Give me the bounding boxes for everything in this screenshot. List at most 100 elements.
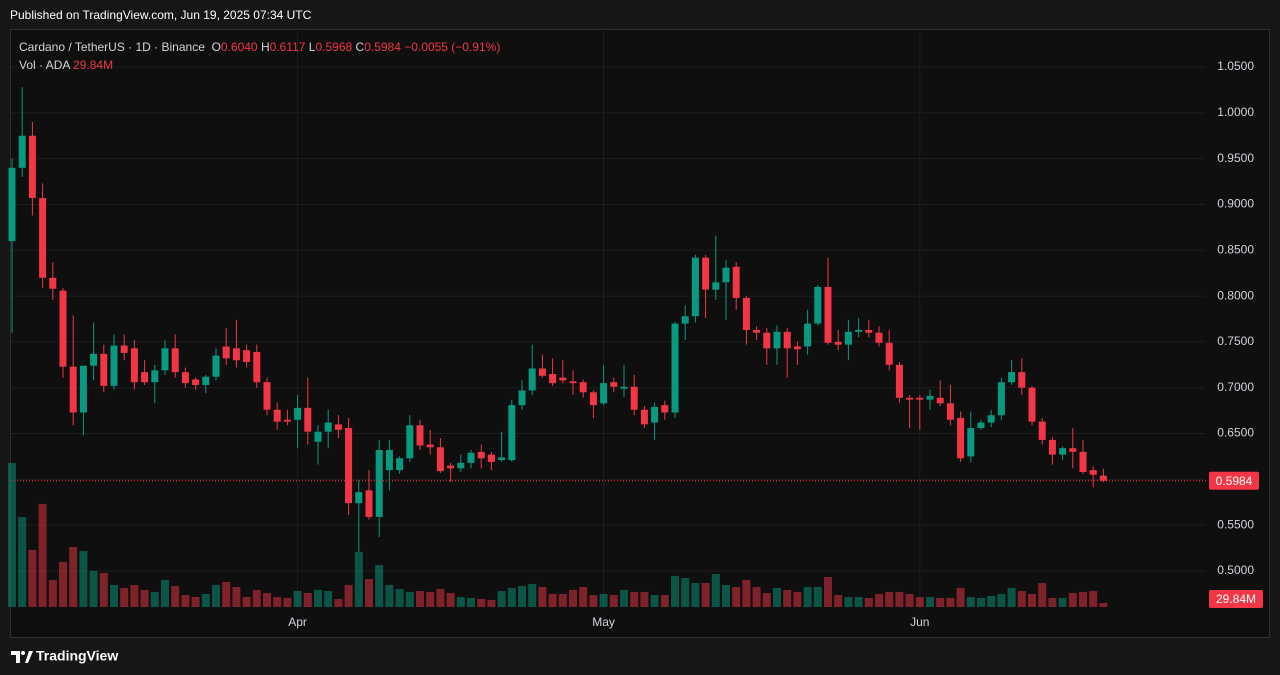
candle-body	[691, 257, 699, 317]
volume-bar	[69, 547, 78, 607]
candles	[8, 87, 1107, 552]
candle-body	[722, 267, 730, 283]
candle-body	[447, 465, 455, 469]
candle-body	[141, 372, 149, 383]
volume-bar	[293, 591, 302, 607]
footer-logo	[11, 651, 33, 663]
y-tick-label: 0.6500	[1217, 426, 1254, 440]
candle-body	[171, 348, 179, 373]
candle-body	[253, 351, 261, 383]
candle-body	[416, 425, 424, 446]
candle-body	[620, 386, 628, 389]
candle-body	[457, 462, 465, 469]
volume-bar	[711, 573, 720, 607]
volume-bar	[59, 561, 67, 607]
volume-bar	[150, 591, 159, 607]
last-price-box	[1209, 471, 1259, 490]
volume-pane	[8, 463, 1108, 607]
volume-bar	[834, 595, 843, 607]
volume-bar	[273, 597, 282, 607]
volume-value: 29.84M	[73, 58, 114, 72]
volume-bar	[1068, 593, 1077, 607]
candle-body	[487, 454, 495, 462]
logo-mark	[11, 651, 20, 663]
y-tick-label: 0.8000	[1217, 288, 1254, 302]
candle-body	[651, 406, 659, 423]
candle-body	[569, 381, 577, 384]
volume-bar	[569, 589, 577, 607]
volume-bar	[344, 585, 353, 607]
volume-bar	[1017, 591, 1026, 607]
volume-bar	[8, 463, 16, 607]
axes: 0.50000.55000.60000.65000.70000.75000.80…	[11, 59, 1263, 629]
candle-body	[8, 167, 16, 242]
y-tick-label: 1.0000	[1217, 105, 1254, 119]
volume-bar	[558, 593, 567, 607]
volume-bar	[548, 593, 557, 607]
volume-bar	[120, 587, 129, 607]
legend-key: O	[211, 40, 221, 54]
volume-bar	[140, 589, 149, 607]
volume-bar	[875, 593, 883, 607]
candle-body	[345, 428, 353, 504]
candle-body	[549, 373, 557, 384]
published-note: Published on TradingView.com, Jun 19, 20…	[10, 8, 312, 22]
volume-bar	[171, 585, 180, 607]
volume-bar	[263, 593, 271, 607]
candle-body	[579, 382, 587, 393]
candle-body	[1048, 439, 1056, 455]
volume-bar	[640, 591, 649, 607]
candle-body	[202, 376, 210, 385]
volume-bar	[1089, 591, 1098, 607]
volume-bar	[79, 551, 88, 607]
volume-bar	[303, 593, 312, 607]
volume-bar	[99, 573, 108, 607]
legend-change: −0.0055	[404, 40, 448, 54]
volume-bar	[446, 593, 455, 607]
volume-bar	[630, 591, 639, 607]
y-tick-label: 0.5000	[1217, 563, 1254, 577]
candle-body	[712, 282, 720, 290]
volume-bar	[609, 595, 618, 607]
candle-body	[59, 290, 67, 367]
volume-bar	[201, 593, 210, 607]
candle-body	[263, 382, 271, 410]
y-tick-label: 0.9000	[1217, 197, 1254, 211]
legend: Cardano / TetherUS · 1D · Binance O0.604…	[19, 38, 500, 74]
volume-bar	[691, 583, 700, 607]
volume-bar	[895, 591, 904, 607]
footer-brand: TradingView	[36, 648, 118, 664]
volume-bar	[813, 587, 822, 607]
candle-body	[1069, 448, 1077, 452]
candle-body	[1099, 475, 1107, 481]
volume-bar	[181, 595, 190, 607]
candle-body	[885, 342, 893, 365]
legend-change-pct: (−0.91%)	[451, 40, 501, 54]
candle-body	[467, 452, 475, 463]
candle-body	[426, 444, 434, 448]
candle-body	[987, 415, 995, 423]
candle-body	[69, 366, 77, 413]
volume-bar	[854, 597, 863, 607]
volume-bar	[885, 591, 894, 607]
volume-bar	[1028, 593, 1036, 607]
volume-bar	[38, 503, 47, 607]
volume-bar	[1099, 603, 1108, 607]
volume-bar	[599, 593, 608, 607]
volume-bar	[365, 579, 373, 607]
candle-body	[916, 397, 924, 400]
legend-value: 0.6117	[269, 40, 306, 54]
candle-body	[875, 332, 883, 343]
legend-key: C	[355, 40, 365, 54]
candle-body	[273, 409, 281, 422]
volume-bar	[354, 551, 363, 607]
candle-body	[1028, 387, 1036, 422]
volume-bar	[28, 549, 37, 607]
volume-bar	[426, 591, 435, 607]
candle-body	[640, 409, 648, 425]
x-tick-label: Apr	[288, 615, 307, 629]
legend-value: 0.5968	[315, 40, 353, 54]
candle-body	[365, 490, 373, 517]
volume-bar	[456, 597, 465, 607]
